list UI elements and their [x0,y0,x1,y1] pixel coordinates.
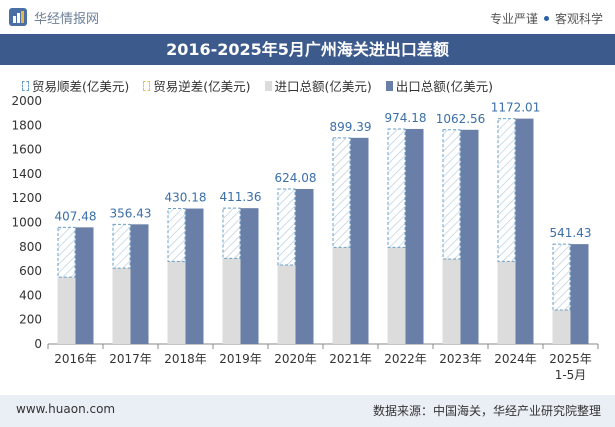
bar-import[interactable] [442,258,461,344]
bar-export[interactable] [130,224,149,344]
bar-surplus[interactable] [497,118,516,262]
data-label-surplus: 974.18 [385,111,427,125]
x-tick-label: 2016年 [54,352,97,366]
footer-url[interactable]: www.huaon.com [16,402,116,416]
footer-source: 数据来源：中国海关，华经产业研究院整理 [372,404,601,418]
bar-surplus[interactable] [222,207,241,259]
y-tick-label: 0 [34,337,42,351]
legend-label-export: 出口总额(亿美元) [395,79,494,94]
legend-label-deficit: 贸易逆差(亿美元) [153,79,251,94]
legend-label-surplus: 贸易顺差(亿美元) [32,79,130,94]
bar-export[interactable] [460,129,479,344]
bar-import[interactable] [552,309,571,344]
legend-swatch-import [264,80,272,91]
tagline-right: 客观科学 [554,12,603,26]
x-tick-label: 2017年 [109,352,152,366]
bar-surplus[interactable] [332,137,351,248]
x-tick-label: 2020年 [274,352,317,366]
legend-swatch-deficit [143,80,151,91]
data-label-surplus: 899.39 [330,120,372,134]
bar-export[interactable] [75,227,94,344]
x-tick-label: 2023年 [439,352,482,366]
bar-surplus[interactable] [552,243,571,311]
legend-item-surplus[interactable]: 贸易顺差(亿美元) [22,76,129,95]
y-tick-label: 400 [19,288,42,302]
data-label-surplus: 411.36 [220,190,262,204]
y-tick-label: 800 [19,240,42,254]
legend-item-import[interactable]: 进口总额(亿美元) [264,76,372,95]
chart-plot: 0 200 400 600 800 1000 1200 1400 1600 1800 2000 40… [11,94,599,382]
top-bar: 华经情报网 专业严谨 客观科学 [0,0,615,34]
brand-logo-icon [9,8,27,26]
bar-surplus[interactable] [387,128,406,248]
bar-export[interactable] [240,208,259,344]
y-tick-label: 1000 [11,216,42,230]
x-tick-label: 2025年 [549,352,592,366]
x-tick-sublabel: 1-5月 [555,368,587,382]
bar-surplus[interactable] [167,208,186,262]
bar-export[interactable] [515,118,534,345]
bar-export[interactable] [295,188,314,344]
bar-export[interactable] [570,244,589,344]
legend-swatch-surplus [22,80,29,91]
bar-export[interactable] [350,137,369,344]
bar-surplus[interactable] [112,223,131,269]
y-tick-label: 1400 [11,167,42,181]
data-label-surplus: 430.18 [165,191,207,205]
data-label-surplus: 1172.01 [491,101,541,115]
legend-item-deficit[interactable]: 贸易逆差(亿美元) [143,76,251,95]
bar-import[interactable] [387,247,406,344]
chart-title: 2016-2025年5月广州海关进出口差额 [0,34,615,65]
bar-import[interactable] [112,268,131,344]
tagline: 专业严谨 客观科学 [490,10,603,27]
y-tick-label: 2000 [11,94,42,108]
x-tick-label: 2024年 [494,352,537,366]
bar-import[interactable] [57,277,76,344]
bar-import[interactable] [332,247,351,344]
x-tick-label: 2021年 [329,352,372,366]
bar-surplus[interactable] [57,226,76,278]
data-label-surplus: 1062.56 [436,112,486,126]
data-label-surplus: 541.43 [550,226,592,240]
brand-name: 华经情报网 [34,11,100,27]
x-tick-label: 2019年 [219,352,262,366]
y-tick-label: 1600 [11,143,42,157]
bullet-dot-icon [543,16,549,21]
legend-item-export[interactable]: 出口总额(亿美元) [385,76,494,95]
legend-label-import: 进口总额(亿美元) [274,79,372,94]
tagline-left: 专业严谨 [489,12,538,26]
brand[interactable]: 华经情报网 [8,6,99,28]
bar-export[interactable] [185,208,204,344]
bar-import[interactable] [497,261,516,344]
legend-swatch-export [385,80,393,91]
bar-surplus[interactable] [277,188,296,266]
y-tick-label: 1800 [11,118,42,132]
bar-import[interactable] [277,265,296,344]
bar-import[interactable] [222,258,241,344]
x-tick-label: 2022年 [384,352,427,366]
y-tick-label: 200 [19,313,42,327]
data-label-surplus: 356.43 [110,206,152,220]
y-tick-label: 1200 [11,191,42,205]
footer: www.huaon.com 数据来源：中国海关，华经产业研究院整理 [0,395,615,427]
bar-import[interactable] [167,261,186,344]
data-label-surplus: 407.48 [55,209,97,223]
bar-export[interactable] [405,128,424,344]
data-label-surplus: 624.08 [275,171,317,185]
x-tick-label: 2018年 [164,352,207,366]
chart-legend: 贸易顺差(亿美元) 贸易逆差(亿美元) 进口总额(亿美元) 出口总额(亿美元) [22,76,507,95]
y-tick-label: 600 [19,264,42,278]
bar-surplus[interactable] [442,129,461,260]
